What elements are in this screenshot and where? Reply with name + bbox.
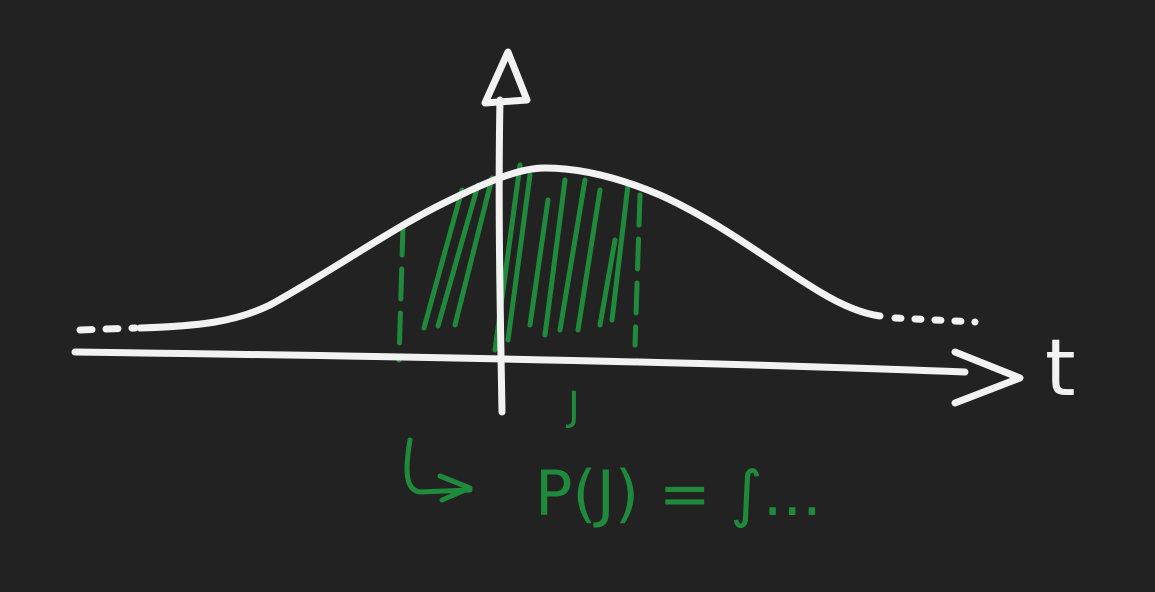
curve [136, 164, 884, 332]
curve-tail [76, 324, 139, 334]
formula: P(J) = ∫... [535, 457, 822, 530]
axis-label: t [1045, 324, 1076, 414]
shaded-area [421, 162, 631, 353]
implies-arrow [404, 437, 473, 503]
curve-tail [891, 314, 979, 326]
x-axis [71, 348, 969, 376]
interval-bounds [396, 192, 643, 363]
y-axis [495, 96, 506, 416]
y-arrowhead [481, 48, 531, 107]
x-arrowhead [951, 348, 1024, 407]
interval-label: J [565, 384, 580, 430]
